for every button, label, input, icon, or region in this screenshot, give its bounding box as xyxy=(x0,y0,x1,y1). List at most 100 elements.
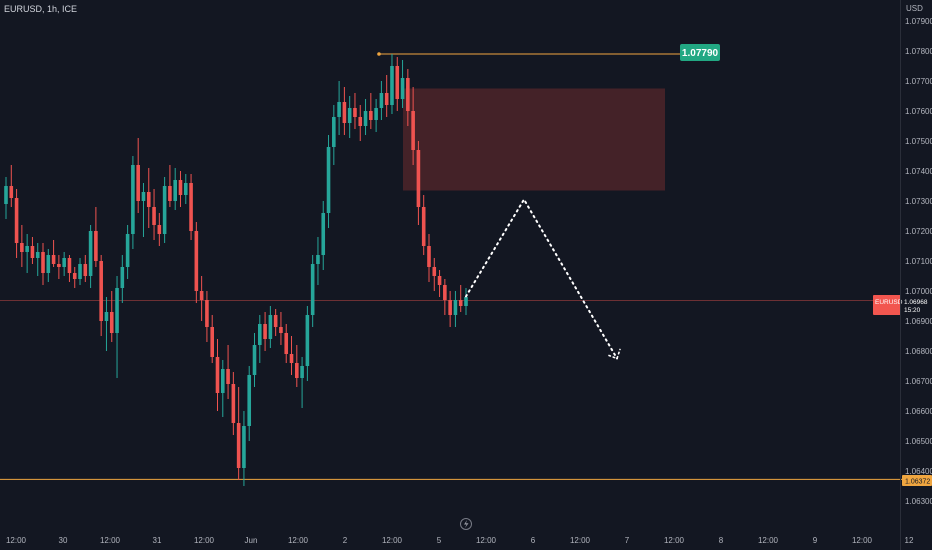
time-tick-label: 12:00 xyxy=(570,536,591,545)
low-price-badge-text: 1.06372 xyxy=(905,479,930,486)
ticker-price: 1.06968 xyxy=(904,299,928,306)
candle-body xyxy=(99,261,103,321)
candle-body xyxy=(448,300,452,315)
candle-body xyxy=(189,183,193,231)
candle-body xyxy=(30,246,35,258)
candle-body xyxy=(358,117,363,126)
time-tick-label: 12:00 xyxy=(6,536,27,545)
candle-body xyxy=(4,186,8,204)
candle-body xyxy=(215,357,220,393)
candle-body xyxy=(205,300,209,327)
candle-body xyxy=(35,252,40,258)
price-tick-label: 1.06300 xyxy=(905,497,932,506)
time-tick-label: 7 xyxy=(625,536,630,545)
time-tick-label: 12:00 xyxy=(664,536,685,545)
candle-body xyxy=(83,264,88,276)
price-tick-label: 1.07100 xyxy=(905,257,932,266)
price-tick-label: 1.06700 xyxy=(905,377,932,386)
candle-body xyxy=(464,297,468,306)
price-tick-label: 1.06600 xyxy=(905,407,932,416)
price-tick-label: 1.07000 xyxy=(905,287,932,296)
candle-body xyxy=(427,246,431,267)
candle-body xyxy=(173,180,177,201)
candle-body xyxy=(443,285,447,300)
candle-body xyxy=(416,150,421,207)
price-tick-label: 1.06800 xyxy=(905,347,932,356)
candle-body xyxy=(247,375,252,426)
price-tick-label: 1.07800 xyxy=(905,47,932,56)
time-tick-label: 5 xyxy=(437,536,442,545)
low-price-badge: 1.06372 xyxy=(902,475,932,486)
candle-body xyxy=(432,267,437,276)
candle-body xyxy=(136,165,140,201)
price-tick-label: 1.07600 xyxy=(905,107,932,116)
candle-body xyxy=(374,108,378,120)
candle-body xyxy=(194,231,199,291)
candle-body xyxy=(421,207,426,246)
candle-body xyxy=(46,255,51,273)
price-tick-label: 1.07500 xyxy=(905,137,932,146)
candle-body xyxy=(109,312,114,333)
price-tick-label: 1.06400 xyxy=(905,467,932,476)
projection-arrowhead xyxy=(608,348,621,360)
price-tick-label: 1.07400 xyxy=(905,167,932,176)
lightning-icon[interactable] xyxy=(460,518,472,530)
supply-zone xyxy=(403,88,665,191)
candle-body xyxy=(279,327,283,333)
candle-body xyxy=(268,315,273,339)
price-tick-label: 1.06900 xyxy=(905,317,932,326)
candle-body xyxy=(337,102,341,117)
time-tick-label: 8 xyxy=(719,536,724,545)
candle-body xyxy=(67,258,72,273)
candle-body xyxy=(332,117,336,147)
candle-body xyxy=(289,354,294,363)
candle-body xyxy=(14,198,19,243)
candle-body xyxy=(210,327,215,357)
candle-body xyxy=(263,324,267,339)
time-tick-label: 12 xyxy=(905,536,914,545)
candle-body xyxy=(316,255,320,264)
time-tick-label: 9 xyxy=(813,536,818,545)
candle-body xyxy=(369,111,373,120)
ticker-symbol: EURUSD xyxy=(875,299,903,306)
candle-body xyxy=(395,66,400,99)
high-price-badge-text: 1.07790 xyxy=(682,48,719,59)
candle-body xyxy=(120,267,125,288)
candle-body xyxy=(273,315,278,327)
ticker-price-badge: EURUSD 1.06968 15:20 xyxy=(873,295,928,315)
candle-body xyxy=(242,426,246,468)
price-tick-label: 1.06500 xyxy=(905,437,932,446)
price-tick-label: 1.07700 xyxy=(905,77,932,86)
high-price-badge: 1.07790 xyxy=(680,44,720,61)
candle-body xyxy=(115,288,119,333)
candle-body xyxy=(152,207,156,225)
candle-body xyxy=(458,300,463,306)
candle-body xyxy=(257,324,262,345)
high-level-anchor xyxy=(377,52,381,56)
price-axis[interactable]: 1.07900 1.07800 1.07700 1.07600 1.07500 1.074… xyxy=(905,17,932,506)
candle-body xyxy=(199,291,204,300)
candle-body xyxy=(342,102,347,123)
candle-body xyxy=(62,258,66,267)
price-axis-divider xyxy=(900,0,901,550)
candles xyxy=(4,54,468,486)
time-tick-label: 12:00 xyxy=(382,536,403,545)
candle-body xyxy=(321,213,326,255)
candle-body xyxy=(363,111,368,126)
time-axis[interactable]: 12:00 30 12:00 31 12:00 Jun 12:00 2 12:00 5 12:00 6… xyxy=(6,536,914,545)
candle-body xyxy=(295,363,299,378)
candle-body xyxy=(353,108,357,117)
time-tick-label: 12:00 xyxy=(476,536,497,545)
candle-body xyxy=(236,423,241,468)
candle-body xyxy=(94,231,98,261)
candle-body xyxy=(384,93,389,105)
candle-body xyxy=(390,66,394,105)
candle-body xyxy=(400,78,405,99)
candle-body xyxy=(226,369,230,384)
candle-body xyxy=(88,231,93,276)
price-tick-label: 1.07200 xyxy=(905,227,932,236)
candle-body xyxy=(379,93,384,108)
time-tick-label: 12:00 xyxy=(194,536,215,545)
candle-body xyxy=(406,78,410,111)
